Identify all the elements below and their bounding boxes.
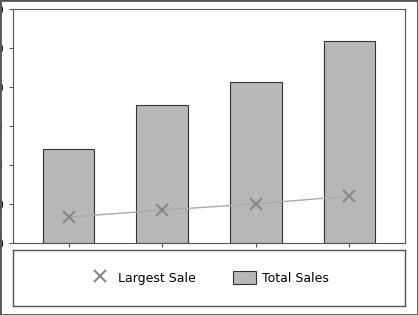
Bar bbox=[230, 82, 281, 243]
Bar bbox=[43, 149, 94, 243]
Bar bbox=[137, 105, 188, 243]
Legend: Largest Sale, Total Sales: Largest Sale, Total Sales bbox=[83, 265, 335, 291]
Title: Printer Sales: Printer Sales bbox=[143, 0, 275, 5]
X-axis label: Quarter: Quarter bbox=[185, 269, 233, 282]
Bar bbox=[324, 41, 375, 243]
